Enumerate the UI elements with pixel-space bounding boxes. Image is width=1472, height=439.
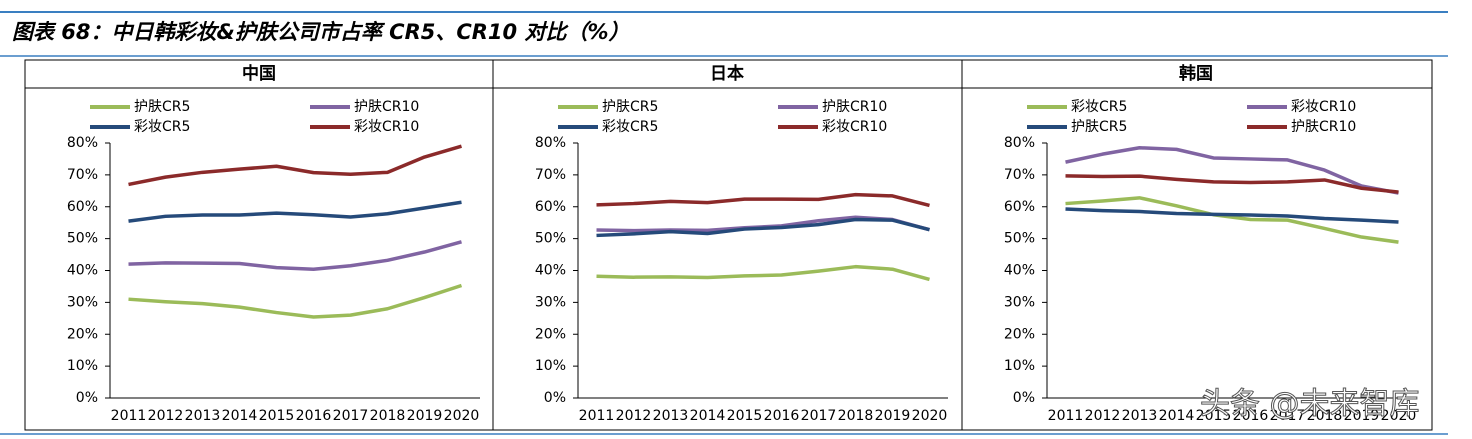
series-line — [128, 144, 462, 187]
x-tick-label: 2013 — [653, 408, 689, 424]
x-tick-label: 2014 — [1159, 408, 1195, 424]
x-tick-label: 2013 — [1122, 408, 1158, 424]
watermark: 头条 @未来智库 — [1200, 387, 1420, 422]
y-tick-label: 10% — [1004, 358, 1035, 374]
series-line — [128, 200, 462, 223]
y-tick-label: 40% — [535, 263, 566, 279]
legend-label: 护肤CR10 — [1291, 119, 1356, 135]
series-line — [128, 240, 462, 271]
panel-title: 日本 — [710, 63, 744, 84]
y-tick-label: 0% — [544, 390, 566, 406]
y-tick-label: 60% — [1004, 199, 1035, 215]
x-tick-label: 2020 — [912, 408, 948, 424]
legend-label: 彩妆CR10 — [1291, 99, 1356, 115]
x-tick-label: 2018 — [838, 408, 874, 424]
panel-title: 韩国 — [1179, 63, 1213, 84]
y-tick-label: 70% — [535, 167, 566, 183]
y-tick-label: 50% — [1004, 231, 1035, 247]
legend-label: 护肤CR5 — [602, 99, 658, 115]
x-tick-label: 2019 — [875, 408, 911, 424]
x-tick-label: 2011 — [1048, 408, 1084, 424]
x-tick-label: 2012 — [1085, 408, 1121, 424]
x-tick-label: 2020 — [1381, 408, 1417, 424]
x-tick-label: 2016 — [296, 408, 332, 424]
x-tick-label: 2011 — [579, 408, 615, 424]
y-tick-label: 20% — [1004, 326, 1035, 342]
y-tick-label: 20% — [535, 326, 566, 342]
x-tick-label: 2018 — [1307, 408, 1343, 424]
y-tick-label: 80% — [1004, 135, 1035, 151]
y-tick-label: 50% — [67, 231, 98, 247]
y-tick-label: 70% — [1004, 167, 1035, 183]
legend-label: 护肤CR10 — [354, 99, 419, 115]
x-tick-label: 2020 — [444, 408, 480, 424]
x-tick-label: 2012 — [616, 408, 652, 424]
x-tick-label: 2017 — [333, 408, 369, 424]
y-tick-label: 0% — [1013, 390, 1035, 406]
x-tick-label: 2019 — [407, 408, 443, 424]
series-line — [596, 217, 930, 238]
x-tick-label: 2011 — [111, 408, 147, 424]
series-line — [596, 264, 930, 282]
x-tick-label: 2016 — [764, 408, 800, 424]
series-line — [1065, 146, 1399, 195]
legend-label: 护肤CR10 — [822, 99, 887, 115]
y-tick-label: 80% — [535, 135, 566, 151]
y-tick-label: 80% — [67, 135, 98, 151]
panel-frame — [24, 59, 1433, 431]
x-tick-label: 2017 — [1270, 408, 1306, 424]
x-tick-label: 2014 — [222, 408, 258, 424]
x-tick-label: 2015 — [727, 408, 763, 424]
y-tick-label: 40% — [1004, 263, 1035, 279]
x-tick-label: 2015 — [259, 408, 295, 424]
legend-label: 彩妆CR10 — [822, 119, 887, 135]
x-tick-label: 2013 — [185, 408, 221, 424]
y-tick-label: 0% — [76, 390, 98, 406]
x-tick-label: 2012 — [148, 408, 184, 424]
x-tick-label: 2014 — [690, 408, 726, 424]
panel-title: 中国 — [242, 63, 276, 84]
y-tick-label: 30% — [1004, 294, 1035, 310]
y-tick-label: 30% — [535, 294, 566, 310]
x-tick-label: 2016 — [1233, 408, 1269, 424]
figure-title: 图表 68：中日韩彩妆&护肤公司市占率 CR5、CR10 对比（%） — [12, 20, 630, 44]
x-tick-label: 2019 — [1344, 408, 1380, 424]
x-tick-label: 2018 — [370, 408, 406, 424]
series-line — [1065, 174, 1399, 194]
legend-label: 彩妆CR5 — [134, 119, 190, 135]
x-tick-label: 2015 — [1196, 408, 1232, 424]
y-tick-label: 60% — [67, 199, 98, 215]
series-line — [128, 283, 463, 319]
x-tick-label: 2017 — [801, 408, 837, 424]
series-line — [1065, 196, 1399, 244]
legend-label: 彩妆CR5 — [602, 119, 658, 135]
series-line — [1065, 207, 1399, 224]
y-tick-label: 70% — [67, 167, 98, 183]
y-tick-label: 10% — [535, 358, 566, 374]
legend-label: 护肤CR5 — [1071, 119, 1127, 135]
y-tick-label: 50% — [535, 231, 566, 247]
y-tick-label: 10% — [67, 358, 98, 374]
y-tick-label: 60% — [535, 199, 566, 215]
y-tick-label: 30% — [67, 294, 98, 310]
series-line — [596, 192, 930, 208]
legend-label: 彩妆CR10 — [354, 119, 419, 135]
legend-label: 彩妆CR5 — [1071, 99, 1127, 115]
y-tick-label: 20% — [67, 326, 98, 342]
legend-label: 护肤CR5 — [134, 99, 190, 115]
y-tick-label: 40% — [67, 263, 98, 279]
